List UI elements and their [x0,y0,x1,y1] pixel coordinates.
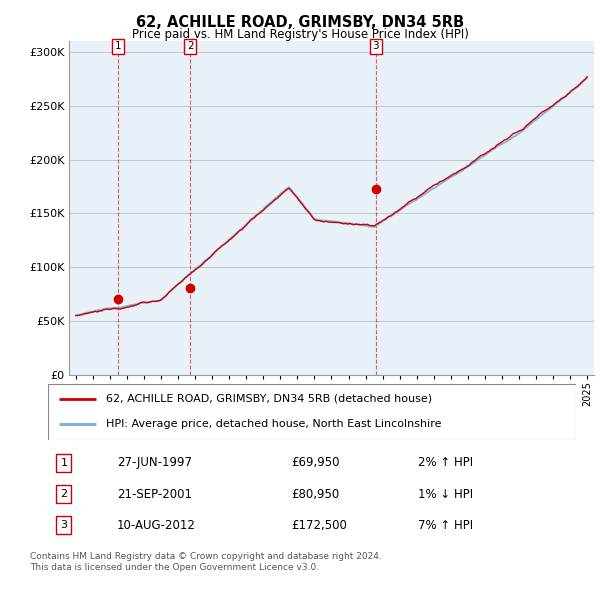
Text: 2: 2 [187,41,194,51]
Text: 27-JUN-1997: 27-JUN-1997 [116,457,191,470]
Text: 1: 1 [61,458,67,468]
Text: HPI: Average price, detached house, North East Lincolnshire: HPI: Average price, detached house, Nort… [106,419,442,430]
Text: £172,500: £172,500 [291,519,347,532]
Text: 2: 2 [60,489,67,499]
Text: £69,950: £69,950 [291,457,340,470]
Text: 21-SEP-2001: 21-SEP-2001 [116,487,191,501]
Text: Contains HM Land Registry data © Crown copyright and database right 2024.
This d: Contains HM Land Registry data © Crown c… [30,552,382,572]
Text: 1: 1 [115,41,122,51]
Text: 62, ACHILLE ROAD, GRIMSBY, DN34 5RB: 62, ACHILLE ROAD, GRIMSBY, DN34 5RB [136,15,464,30]
Text: 3: 3 [61,520,67,530]
Text: 10-AUG-2012: 10-AUG-2012 [116,519,196,532]
Text: 62, ACHILLE ROAD, GRIMSBY, DN34 5RB (detached house): 62, ACHILLE ROAD, GRIMSBY, DN34 5RB (det… [106,394,432,404]
Text: £80,950: £80,950 [291,487,339,501]
Text: 3: 3 [373,41,379,51]
Text: 2% ↑ HPI: 2% ↑ HPI [418,457,473,470]
Text: 7% ↑ HPI: 7% ↑ HPI [418,519,473,532]
Text: Price paid vs. HM Land Registry's House Price Index (HPI): Price paid vs. HM Land Registry's House … [131,28,469,41]
Text: 1% ↓ HPI: 1% ↓ HPI [418,487,473,501]
